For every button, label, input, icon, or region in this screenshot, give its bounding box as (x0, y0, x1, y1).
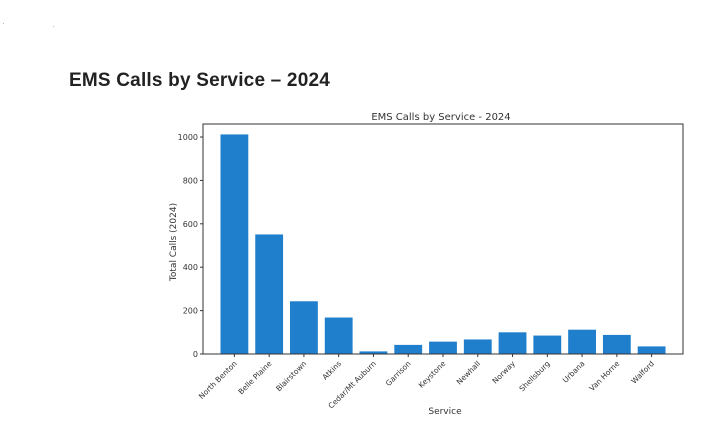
x-tick-label: North Benton (197, 359, 239, 401)
bar-norway (498, 332, 527, 354)
y-axis-label: Total Calls (2024) (169, 203, 179, 282)
bar-urbana (568, 329, 596, 354)
bars-group (220, 134, 666, 354)
bar-van-horne (602, 334, 631, 354)
x-tick-label: Urbana (561, 359, 587, 385)
x-tick-label: Van Horne (587, 359, 621, 393)
x-tick-label: Atkins (320, 359, 343, 382)
bar-garrison (394, 344, 423, 354)
bar-keystone (429, 341, 457, 354)
x-tick-label: Blairstown (274, 359, 308, 393)
x-tick-label: Garrison (384, 359, 413, 388)
bar-cedar-mt-auburn (359, 351, 388, 354)
y-tick-label: 1000 (178, 133, 198, 142)
chart-title: EMS Calls by Service - 2024 (371, 112, 510, 123)
y-tick-label: 800 (183, 176, 198, 185)
x-tick-label: Newhall (455, 359, 482, 386)
bar-walford (637, 346, 666, 354)
plot-frame (202, 123, 684, 355)
y-tick-label: 400 (183, 263, 198, 272)
x-tick-label: Keystone (417, 359, 448, 390)
x-tick-label: Norway (490, 359, 517, 386)
y-tick-label: 200 (183, 307, 198, 316)
x-tick-label: Walford (629, 359, 656, 386)
page-heading: EMS Calls by Service – 2024 (69, 70, 330, 91)
y-ticks-group: 0 200 400 600 800 1000 (178, 133, 203, 359)
bar-atkins (324, 317, 353, 354)
x-axis-label: Service (428, 407, 462, 417)
bar-blairstown (290, 301, 318, 354)
scan-speck (3, 23, 4, 24)
bar-north-benton (220, 134, 249, 354)
x-tick-label: Belle Plaine (236, 359, 273, 396)
bar-shellsburg (533, 335, 562, 354)
y-tick-label: 0 (193, 350, 198, 359)
bar-belle-plaine (255, 234, 284, 354)
scan-speck (53, 26, 54, 27)
y-tick-label: 600 (183, 220, 198, 229)
bar-newhall (463, 339, 492, 354)
x-tick-label: Shellsburg (517, 359, 551, 393)
